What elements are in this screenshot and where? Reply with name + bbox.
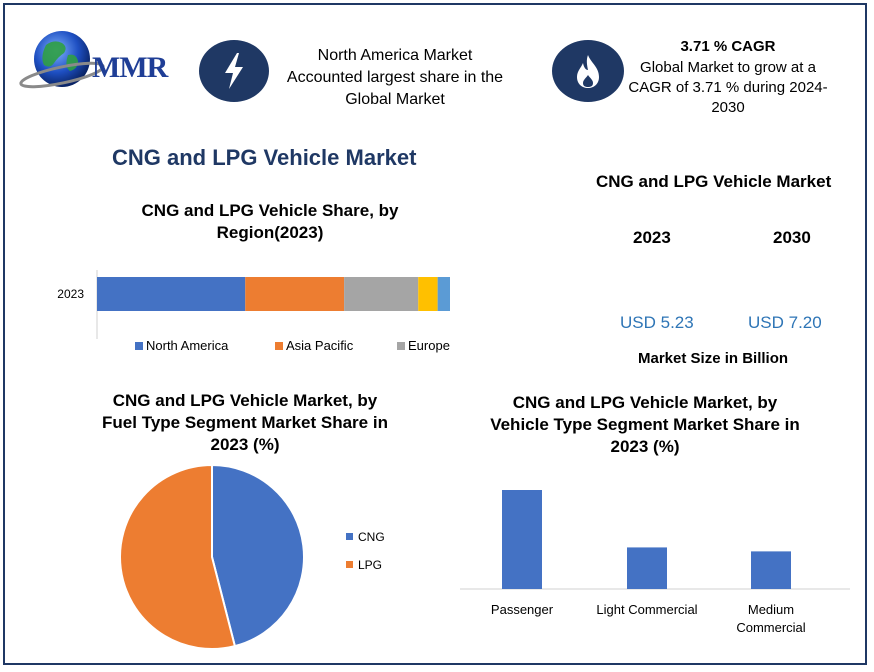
vehicle-category-label: Light Commercial xyxy=(596,602,697,617)
cagr-line: Global Market to grow at a xyxy=(640,59,816,76)
region-legend-swatch xyxy=(397,342,405,350)
vehicle-chart-title: CNG and LPG Vehicle Market, by Vehicle T… xyxy=(470,392,820,458)
market-year-2030: 2030 xyxy=(773,228,811,247)
fuel-chart-title-line: Fuel Type Segment Market Share in xyxy=(102,413,388,432)
region-bar-segment xyxy=(344,277,419,311)
region-chart-title-line: CNG and LPG Vehicle Share, by xyxy=(141,201,399,220)
highlight-region-line: Accounted largest share in the xyxy=(286,69,504,86)
vehicle-bar xyxy=(751,551,791,589)
pie-legend-label: LPG xyxy=(358,558,382,572)
region-legend-swatch xyxy=(275,342,283,350)
highlight-cagr-text: 3.71 % CAGR Global Market to grow at a C… xyxy=(618,36,838,118)
pie-slice xyxy=(119,463,237,650)
region-bar-segment xyxy=(418,277,438,311)
region-chart-title: CNG and LPG Vehicle Share, by Region(202… xyxy=(110,200,430,244)
region-bar-segment xyxy=(437,277,450,311)
pie-legend-label: CNG xyxy=(358,530,385,544)
cagr-line: 2030 xyxy=(711,99,745,116)
fuel-chart-title-line: CNG and LPG Vehicle Market, by xyxy=(112,391,378,410)
infographic-frame xyxy=(3,3,867,665)
region-legend-swatch xyxy=(135,342,143,350)
highlight-region-line: Global Market xyxy=(345,91,445,108)
highlight-region-badge xyxy=(199,40,269,102)
region-bar-segment xyxy=(245,277,345,311)
region-chart-title-line: Region(2023) xyxy=(216,223,324,242)
flame-icon xyxy=(577,55,599,88)
pie-legend-swatch xyxy=(346,533,353,540)
fuel-chart-title: CNG and LPG Vehicle Market, by Fuel Type… xyxy=(85,390,405,456)
cagr-title: 3.71 % CAGR xyxy=(680,38,776,55)
market-year-2023: 2023 xyxy=(633,228,671,247)
market-size-title: CNG and LPG Vehicle Market xyxy=(596,172,832,191)
vehicle-bar xyxy=(502,490,542,589)
fuel-type-pie-chart: CNG LPG xyxy=(119,463,385,650)
pie-slice xyxy=(211,463,305,648)
pie-legend-swatch xyxy=(346,561,353,568)
vehicle-category-label: Commercial xyxy=(736,620,805,635)
vehicle-category-label: Medium xyxy=(748,602,794,617)
region-bar-segment xyxy=(97,277,246,311)
vehicle-chart-title-line: CNG and LPG Vehicle Market, by xyxy=(512,393,778,412)
highlight-cagr-badge xyxy=(552,40,624,102)
region-category-label: 2023 xyxy=(57,287,84,301)
region-legend-label: Europe xyxy=(408,338,450,353)
vehicle-chart-title-line: 2023 (%) xyxy=(610,437,680,456)
vehicle-bar xyxy=(627,547,667,589)
page-title: CNG and LPG Vehicle Market xyxy=(112,145,417,170)
vehicle-chart-title-line: Vehicle Type Segment Market Share in xyxy=(490,415,800,434)
fuel-chart-title-line: 2023 (%) xyxy=(210,435,280,454)
lightning-icon xyxy=(225,53,243,89)
cagr-line: CAGR of 3.71 % during 2024- xyxy=(628,79,828,96)
market-size-subtitle: Market Size in Billion xyxy=(638,350,789,367)
region-legend-label: Asia Pacific xyxy=(286,338,354,353)
market-value-2030: USD 7.20 xyxy=(748,313,822,332)
vehicle-category-label: Passenger xyxy=(491,602,554,617)
highlight-region-text: North America Market Accounted largest s… xyxy=(280,45,510,111)
region-stacked-bar-chart: 2023 North America Asia Pacific Europe xyxy=(57,270,450,353)
brand-logo-text: MMR xyxy=(92,51,168,84)
market-value-2023: USD 5.23 xyxy=(620,313,694,332)
highlight-region-line: North America Market xyxy=(317,47,473,64)
vehicle-type-bar-chart: Passenger Light Commercial Medium Commercia… xyxy=(460,490,850,635)
globe-logo-icon xyxy=(19,31,105,89)
region-legend-label: North America xyxy=(146,338,229,353)
